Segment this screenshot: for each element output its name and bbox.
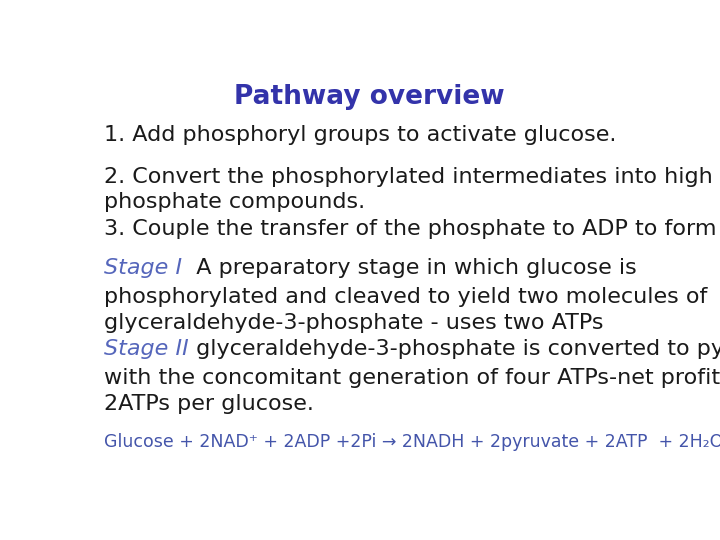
Text: with the concomitant generation of four ATPs-net profit is
2ATPs per glucose.: with the concomitant generation of four … xyxy=(104,368,720,414)
Text: Pathway overview: Pathway overview xyxy=(234,84,504,110)
Text: Stage II: Stage II xyxy=(104,339,189,359)
Text: phosphorylated and cleaved to yield two molecules of
glyceraldehyde-3-phosphate : phosphorylated and cleaved to yield two … xyxy=(104,287,707,333)
Text: 2. Convert the phosphorylated intermediates into high energy
phosphate compounds: 2. Convert the phosphorylated intermedia… xyxy=(104,167,720,212)
Text: Glucose + 2NAD⁺ + 2ADP +2Pi → 2NADH + 2pyruvate + 2ATP  + 2H₂O + 4H⁺: Glucose + 2NAD⁺ + 2ADP +2Pi → 2NADH + 2p… xyxy=(104,434,720,451)
Text: glyceraldehyde-3-phosphate is converted to pyruvate: glyceraldehyde-3-phosphate is converted … xyxy=(189,339,720,359)
Text: 3. Couple the transfer of the phosphate to ADP to form ATP.: 3. Couple the transfer of the phosphate … xyxy=(104,219,720,239)
Text: 1. Add phosphoryl groups to activate glucose.: 1. Add phosphoryl groups to activate glu… xyxy=(104,125,616,145)
Text: Stage I: Stage I xyxy=(104,258,182,278)
Text: A preparatory stage in which glucose is: A preparatory stage in which glucose is xyxy=(182,258,636,278)
